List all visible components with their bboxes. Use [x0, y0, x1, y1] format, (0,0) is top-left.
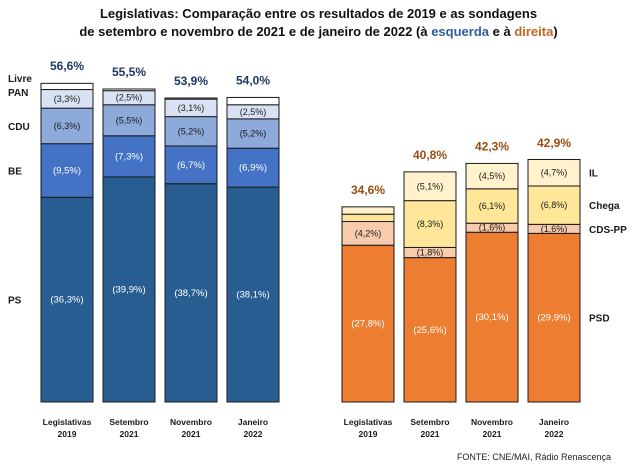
data-label-cdu-novembro-2021: (5,2%)	[178, 126, 205, 136]
title-suffix: )	[553, 24, 558, 39]
chart-title: Legislativas: Comparação entre os result…	[0, 5, 637, 41]
data-label-chega-janeiro-2022: (6,8%)	[541, 200, 568, 210]
data-label-be-novembro-2021: (6,7%)	[177, 160, 205, 171]
data-label-be-setembro-2021: (7,3%)	[115, 151, 143, 162]
data-label-il-setembro-2021: (5,1%)	[417, 181, 444, 191]
data-label-psd-novembro-2021: (30,1%)	[475, 312, 508, 323]
data-label-ps-legislativas-2019: (36,3%)	[50, 295, 83, 306]
data-label-psd-janeiro-2022: (29,9%)	[537, 313, 570, 324]
party-label-psd: PSD	[589, 314, 610, 325]
x-tick-setembro-2021-line2: 2021	[421, 429, 440, 439]
data-label-psd-legislativas-2019: (27,8%)	[351, 319, 384, 330]
data-label-cdu-setembro-2021: (5,5%)	[116, 115, 143, 125]
data-label-ps-novembro-2021: (38,7%)	[174, 288, 207, 299]
title-line-1: Legislativas: Comparação entre os result…	[99, 6, 538, 21]
bar-livre-novembro-2021	[164, 97, 218, 100]
bar-chega-legislativas-2019	[341, 213, 395, 223]
data-label-pan-novembro-2021: (3,1%)	[178, 103, 205, 113]
data-label-pan-janeiro-2022: (2,5%)	[240, 107, 267, 117]
bar-il-novembro-2021	[465, 162, 519, 190]
bar-livre-setembro-2021	[102, 88, 156, 92]
bar-il-janeiro-2022	[527, 158, 581, 187]
data-label-chega-novembro-2021: (6,1%)	[479, 201, 506, 211]
x-tick-janeiro-2022-line2: 2022	[244, 429, 263, 439]
bar-psd-legislativas-2019	[341, 244, 395, 403]
title-right-word: direita	[514, 24, 554, 39]
data-label-ps-setembro-2021: (39,9%)	[112, 284, 145, 295]
party-label-cdu: CDU	[8, 122, 30, 133]
data-label-il-janeiro-2022: (4,7%)	[541, 168, 568, 178]
bar-livre-janeiro-2022	[226, 96, 280, 106]
party-label-cds-pp: CDS-PP	[589, 225, 627, 236]
x-tick-novembro-2021-line2: 2021	[182, 429, 201, 439]
party-label-il: IL	[589, 169, 598, 180]
bar-psd-novembro-2021	[465, 231, 519, 403]
source-note: FONTE: CNE/MAI, Rádio Renascença	[456, 452, 611, 462]
data-label-be-legislativas-2019: (9,5%)	[53, 165, 81, 176]
total-label-janeiro-2022: 42,9%	[537, 136, 571, 150]
data-label-cdu-legislativas-2019: (6,3%)	[54, 121, 81, 131]
bar-psd-janeiro-2022	[527, 232, 581, 403]
data-label-be-janeiro-2022: (6,9%)	[239, 163, 267, 174]
bar-il-setembro-2021	[403, 171, 457, 202]
data-label-il-novembro-2021: (4,5%)	[479, 171, 506, 181]
party-label-chega: Chega	[589, 201, 620, 212]
x-tick-legislativas-2019-line2: 2019	[359, 429, 378, 439]
bar-be-setembro-2021	[102, 135, 156, 178]
bar-ps-setembro-2021	[102, 176, 156, 403]
data-label-psd-setembro-2021: (25,6%)	[413, 325, 446, 336]
data-label-cds-pp-novembro-2021: (1,6%)	[479, 223, 506, 233]
bar-psd-setembro-2021	[403, 257, 457, 403]
bar-il-legislativas-2019	[341, 206, 395, 215]
total-label-novembro-2021: 53,9%	[174, 74, 208, 88]
total-label-legislativas-2019: 56,6%	[50, 59, 84, 73]
total-label-novembro-2021: 42,3%	[475, 139, 509, 153]
bar-be-novembro-2021	[164, 145, 218, 185]
title-line-2: de setembro e novembro de 2021 e de jane…	[0, 23, 637, 41]
total-label-legislativas-2019: 34,6%	[351, 183, 385, 197]
data-label-pan-setembro-2021: (2,5%)	[116, 93, 143, 103]
data-label-ps-janeiro-2022: (38,1%)	[236, 290, 269, 301]
x-tick-setembro-2021-line1: Setembro	[109, 417, 148, 427]
total-label-setembro-2021: 55,5%	[112, 65, 146, 79]
x-tick-legislativas-2019-line2: 2019	[58, 429, 77, 439]
data-label-pan-legislativas-2019: (3,3%)	[54, 94, 81, 104]
bar-ps-novembro-2021	[164, 183, 218, 403]
party-label-livre: Livre	[8, 74, 32, 85]
title-prefix: de setembro e novembro de 2021 e de jane…	[79, 24, 432, 39]
title-left-word: esquerda	[431, 24, 490, 39]
party-label-ps: PS	[8, 296, 22, 307]
x-tick-novembro-2021-line1: Novembro	[170, 417, 212, 427]
data-label-cds-pp-legislativas-2019: (4,2%)	[355, 228, 382, 238]
x-tick-janeiro-2022-line2: 2022	[545, 429, 564, 439]
bar-livre-legislativas-2019	[40, 82, 94, 91]
bar-cdu-janeiro-2022	[226, 118, 280, 149]
x-tick-setembro-2021-line1: Setembro	[410, 417, 449, 427]
x-tick-novembro-2021-line1: Novembro	[471, 417, 513, 427]
bar-cdu-legislativas-2019	[40, 107, 94, 145]
bar-ps-janeiro-2022	[226, 186, 280, 403]
bar-chega-setembro-2021	[403, 200, 457, 248]
title-middle: e à	[489, 24, 515, 39]
bar-cdu-setembro-2021	[102, 104, 156, 137]
data-label-cds-pp-setembro-2021: (1,8%)	[417, 248, 444, 258]
data-label-cdu-janeiro-2022: (5,2%)	[240, 129, 267, 139]
party-label-be: BE	[8, 166, 22, 177]
x-tick-setembro-2021-line2: 2021	[120, 429, 139, 439]
data-label-cds-pp-janeiro-2022: (1,6%)	[541, 224, 568, 234]
bar-cdu-novembro-2021	[164, 116, 218, 147]
total-label-setembro-2021: 40,8%	[413, 148, 447, 162]
x-tick-novembro-2021-line2: 2021	[483, 429, 502, 439]
x-tick-janeiro-2022-line1: Janeiro	[238, 417, 268, 427]
total-label-janeiro-2022: 54,0%	[236, 73, 270, 87]
x-tick-janeiro-2022-line1: Janeiro	[539, 417, 569, 427]
data-label-chega-setembro-2021: (8,3%)	[417, 219, 444, 229]
party-label-pan: PAN	[8, 88, 28, 99]
bar-be-legislativas-2019	[40, 143, 94, 198]
x-tick-legislativas-2019-line1: Legislativas	[43, 417, 92, 427]
x-tick-legislativas-2019-line1: Legislativas	[344, 417, 393, 427]
